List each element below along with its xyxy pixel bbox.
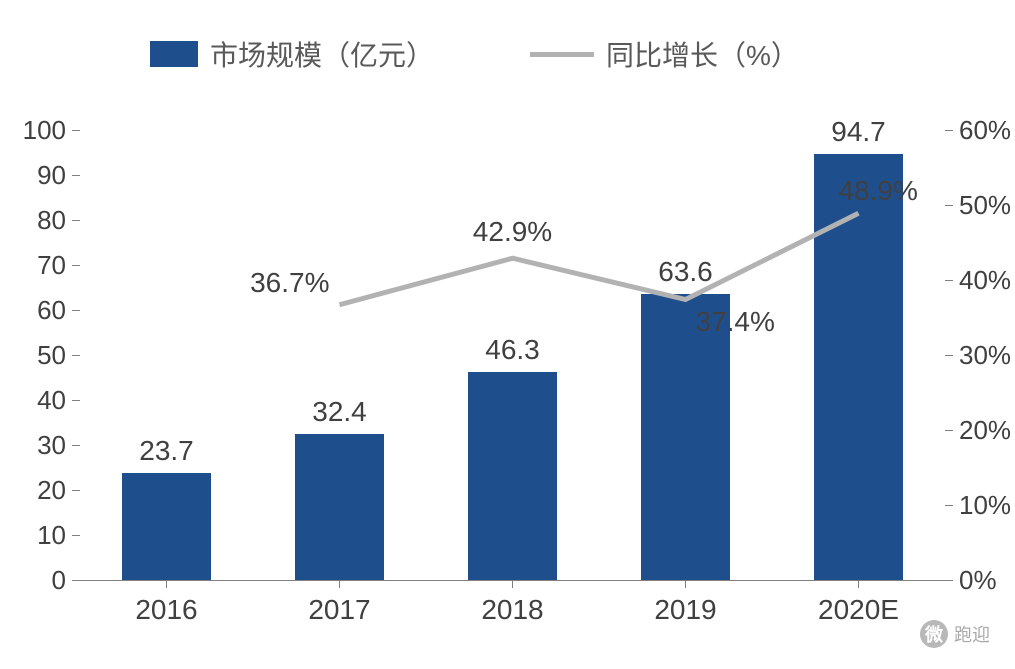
left-axis-label: 30 bbox=[37, 430, 66, 461]
x-axis-tick bbox=[339, 580, 340, 588]
left-axis-label: 10 bbox=[37, 520, 66, 551]
legend-item-line: 同比增长（%） bbox=[530, 34, 799, 74]
chart-root: 市场规模（亿元） 同比增长（%） 0 10 20 30 40 50 60 70 80 90 100 0% 1… bbox=[0, 0, 1015, 669]
watermark-text: 跑迎 bbox=[954, 621, 990, 647]
x-axis-tick bbox=[512, 580, 513, 588]
x-axis-tick bbox=[685, 580, 686, 588]
watermark: 微跑迎 bbox=[920, 620, 990, 648]
left-axis-label: 100 bbox=[23, 115, 66, 146]
left-axis-tick bbox=[72, 265, 80, 266]
x-axis-category: 2019 bbox=[626, 594, 746, 626]
left-axis-tick bbox=[72, 445, 80, 446]
legend-swatch-line bbox=[530, 52, 594, 57]
x-axis-category: 2020E bbox=[799, 594, 919, 626]
left-axis-label: 70 bbox=[37, 250, 66, 281]
wechat-icon: 微 bbox=[920, 620, 948, 648]
right-axis-label: 10% bbox=[959, 490, 1011, 521]
bar bbox=[122, 473, 212, 580]
right-axis-tick bbox=[945, 505, 953, 506]
left-axis-label: 50 bbox=[37, 340, 66, 371]
left-axis-label: 0 bbox=[52, 565, 66, 596]
right-axis-label: 50% bbox=[959, 190, 1011, 221]
x-axis-tick bbox=[166, 580, 167, 588]
left-axis-tick bbox=[72, 130, 80, 131]
left-axis-tick bbox=[72, 310, 80, 311]
line-value-label: 42.9% bbox=[458, 216, 568, 248]
left-axis-label: 90 bbox=[37, 160, 66, 191]
right-axis-label: 30% bbox=[959, 340, 1011, 371]
legend-item-bar: 市场规模（亿元） bbox=[150, 34, 434, 74]
right-axis-label: 0% bbox=[959, 565, 997, 596]
line-value-label: 37.4% bbox=[696, 306, 816, 338]
x-axis-category: 2018 bbox=[453, 594, 573, 626]
right-axis-label: 60% bbox=[959, 115, 1011, 146]
bar-value-label: 32.4 bbox=[280, 396, 400, 428]
bar bbox=[295, 434, 385, 580]
bar bbox=[814, 154, 904, 580]
left-axis-label: 60 bbox=[37, 295, 66, 326]
left-axis-tick bbox=[72, 400, 80, 401]
right-axis-tick bbox=[945, 430, 953, 431]
legend-label: 市场规模（亿元） bbox=[210, 34, 434, 74]
bar-value-label: 94.7 bbox=[799, 116, 919, 148]
legend-label: 同比增长（%） bbox=[606, 34, 799, 74]
left-axis-label: 20 bbox=[37, 475, 66, 506]
right-axis-tick bbox=[945, 580, 953, 581]
left-axis-tick bbox=[72, 580, 80, 581]
left-axis-tick bbox=[72, 220, 80, 221]
right-axis-tick bbox=[945, 355, 953, 356]
left-axis-label: 80 bbox=[37, 205, 66, 236]
left-axis-label: 40 bbox=[37, 385, 66, 416]
right-axis-tick bbox=[945, 130, 953, 131]
right-axis-tick bbox=[945, 280, 953, 281]
legend-swatch-bar bbox=[150, 41, 198, 67]
left-axis-tick bbox=[72, 535, 80, 536]
bar-value-label: 23.7 bbox=[107, 435, 227, 467]
line-value-label: 36.7% bbox=[220, 267, 330, 299]
x-axis-category: 2017 bbox=[280, 594, 400, 626]
bar bbox=[468, 372, 558, 580]
bar-value-label: 46.3 bbox=[453, 334, 573, 366]
x-axis-tick bbox=[858, 580, 859, 588]
left-axis-tick bbox=[72, 175, 80, 176]
right-axis-label: 40% bbox=[959, 265, 1011, 296]
line-value-label: 48.9% bbox=[839, 175, 959, 207]
left-axis-tick bbox=[72, 490, 80, 491]
watermark-icon-text: 微 bbox=[925, 621, 943, 647]
x-axis-category: 2016 bbox=[107, 594, 227, 626]
left-axis-tick bbox=[72, 355, 80, 356]
growth-line bbox=[340, 213, 859, 305]
right-axis-label: 20% bbox=[959, 415, 1011, 446]
bar-value-label: 63.6 bbox=[626, 256, 746, 288]
